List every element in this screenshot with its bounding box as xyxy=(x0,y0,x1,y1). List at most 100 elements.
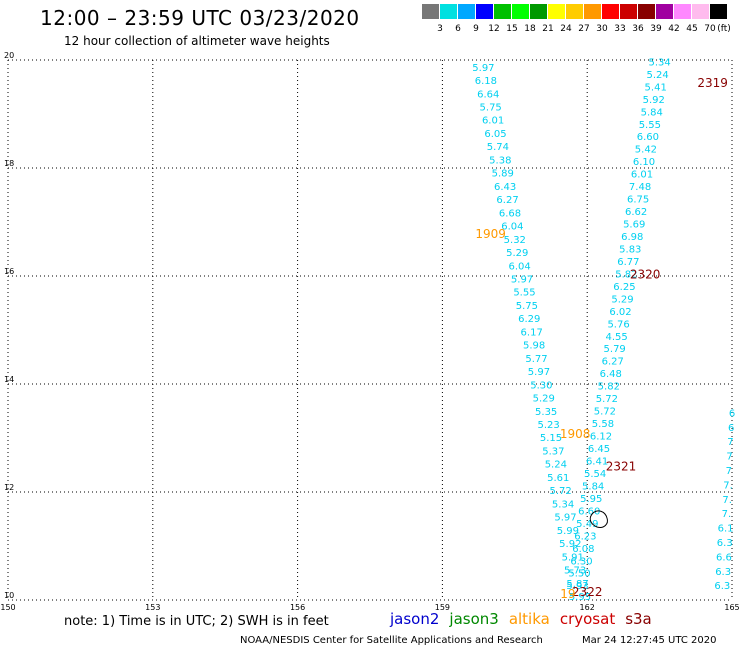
colorbar-label: 18 xyxy=(524,24,536,34)
colorbar-label: 45 xyxy=(686,24,698,34)
colorbar-swatch xyxy=(656,4,673,19)
colorbar-label: 33 xyxy=(614,24,626,34)
wave-height-value: 5.95 xyxy=(580,494,602,505)
wave-height-value: 4.55 xyxy=(605,332,627,343)
wave-height-value: 6.60 xyxy=(578,506,600,517)
wave-height-value: 5.49 xyxy=(576,519,598,530)
wave-height-value: 6.02 xyxy=(609,307,631,318)
mission-legend: jason2 jason3 altika cryosat s3a xyxy=(390,610,662,628)
colorbar-swatch xyxy=(566,4,583,19)
wave-height-value: 6.30 xyxy=(570,556,592,567)
pass-time-label: 2320 xyxy=(630,268,661,282)
wave-height-value: 6.41 xyxy=(586,456,608,467)
wave-height-value: 6.01 xyxy=(631,170,653,181)
wave-height-value: 6 xyxy=(729,408,735,419)
wave-height-value: 5.91 xyxy=(562,552,584,563)
wave-height-value: 5.61 xyxy=(547,473,569,484)
wave-height-value: 6.3 xyxy=(715,567,731,578)
pass-time-label: 2322 xyxy=(572,585,603,599)
wave-height-value: 5.41 xyxy=(645,82,667,93)
wave-height-value: 5.74 xyxy=(487,142,509,153)
colorbar-swatch xyxy=(602,4,619,19)
wave-height-value: 6.05 xyxy=(484,129,506,140)
wave-height-value: 7 xyxy=(726,466,732,477)
wave-height-value: 5.97 xyxy=(528,367,550,378)
colorbar-label: 9 xyxy=(473,24,479,34)
colorbar-label: 30 xyxy=(596,24,608,34)
map-title: 12:00 – 23:59 UTC 03/23/2020 xyxy=(40,6,360,30)
lat-tick-label: 18 xyxy=(4,159,14,168)
wave-height-value: 6.60 xyxy=(637,132,659,143)
wave-height-value: 7. xyxy=(722,495,732,506)
wave-height-value: 6.27 xyxy=(602,357,624,368)
wave-height-value: 5.97 xyxy=(472,63,494,74)
wave-height-value: 5.73 xyxy=(564,566,586,577)
colorbar-label: 27 xyxy=(578,24,590,34)
mission-jason3: jason3 xyxy=(449,610,499,628)
wave-height-value: 5.87 xyxy=(566,579,588,590)
wave-height-value: 5.72 xyxy=(594,407,616,418)
wave-height-value: 5.29 xyxy=(611,294,633,305)
wave-height-value: 6.6 xyxy=(716,552,732,563)
colorbar-label: 6 xyxy=(455,24,461,34)
lon-tick-label: 156 xyxy=(290,603,305,612)
colorbar-label: 21 xyxy=(542,24,554,34)
wave-height-value: 5.34 xyxy=(648,57,670,68)
wave-height-value: 5.72 xyxy=(550,486,572,497)
island-outline xyxy=(589,510,608,528)
wave-height-value: 5.93 xyxy=(566,581,588,592)
generated-timestamp: Mar 24 12:27:45 UTC 2020 xyxy=(582,635,717,646)
wave-height-value: 6.3 xyxy=(714,581,730,592)
wave-height-value: 6.18 xyxy=(475,76,497,87)
wave-height-value: 6.68 xyxy=(499,208,521,219)
wave-height-value: 5.92 xyxy=(559,539,581,550)
wave-height-value: 7. xyxy=(723,480,733,491)
colorbar-swatch xyxy=(548,4,565,19)
wave-height-value: 6.1 xyxy=(718,524,734,535)
wave-height-value: 5.72 xyxy=(596,394,618,405)
colorbar-swatch xyxy=(476,4,493,19)
colorbar-swatch xyxy=(692,4,709,19)
wave-height-value: 5.92 xyxy=(643,95,665,106)
wave-height-value: 6.3 xyxy=(717,538,733,549)
wave-height-value: 6.77 xyxy=(617,257,639,268)
wave-height-value: 5.95 xyxy=(569,592,591,603)
wave-height-value: 5.55 xyxy=(513,288,535,299)
wave-height-value: 5.37 xyxy=(542,446,564,457)
wave-height-value: 5.55 xyxy=(639,120,661,131)
altimeter-tracks: 5.97 6.18 6.64 5.75 6.01 6.05 5.74 5.38 5.89 6.43… xyxy=(472,57,735,603)
wave-height-value: 5.35 xyxy=(535,407,557,418)
colorbar-label: 42 xyxy=(668,24,680,34)
lat-lon-grid xyxy=(7,59,733,601)
wave-height-value: 6.12 xyxy=(590,432,612,443)
mission-s3a: s3a xyxy=(625,610,652,628)
wave-height-value: 6.75 xyxy=(627,195,649,206)
wave-height-value: 5.84 xyxy=(582,481,604,492)
wave-height-value: 7.48 xyxy=(629,182,651,193)
pass-time-label: 2319 xyxy=(697,76,728,90)
wave-height-value: 6.04 xyxy=(501,222,523,233)
colorbar-label: 70 xyxy=(704,24,716,34)
wave-height-value: 5.58 xyxy=(592,419,614,430)
wave-height-value: 6.62 xyxy=(625,207,647,218)
wave-height-value: 5.75 xyxy=(516,301,538,312)
colorbar-label: 39 xyxy=(650,24,662,34)
wave-height-value: 6.64 xyxy=(477,89,499,100)
wave-height-value: 5.32 xyxy=(504,235,526,246)
wave-height-value: 5.99 xyxy=(557,526,579,537)
wave-height-value: 6.17 xyxy=(521,327,543,338)
wave-height-value: 5.29 xyxy=(506,248,528,259)
colorbar-swatch xyxy=(584,4,601,19)
wave-height-value: 6.08 xyxy=(572,544,594,555)
wave-height-value: 5.79 xyxy=(604,344,626,355)
colorbar-label: 15 xyxy=(506,24,518,34)
wave-height-value: 5.54 xyxy=(584,469,606,480)
wave-height-value: 5.76 xyxy=(607,319,629,330)
colorbar-label: 24 xyxy=(560,24,572,34)
colorbar-label: 12 xyxy=(488,24,500,34)
wave-height-value: 7. xyxy=(722,509,732,520)
pass-time-label: 19 xyxy=(560,587,575,601)
wave-height-value: 5.82 xyxy=(615,269,637,280)
